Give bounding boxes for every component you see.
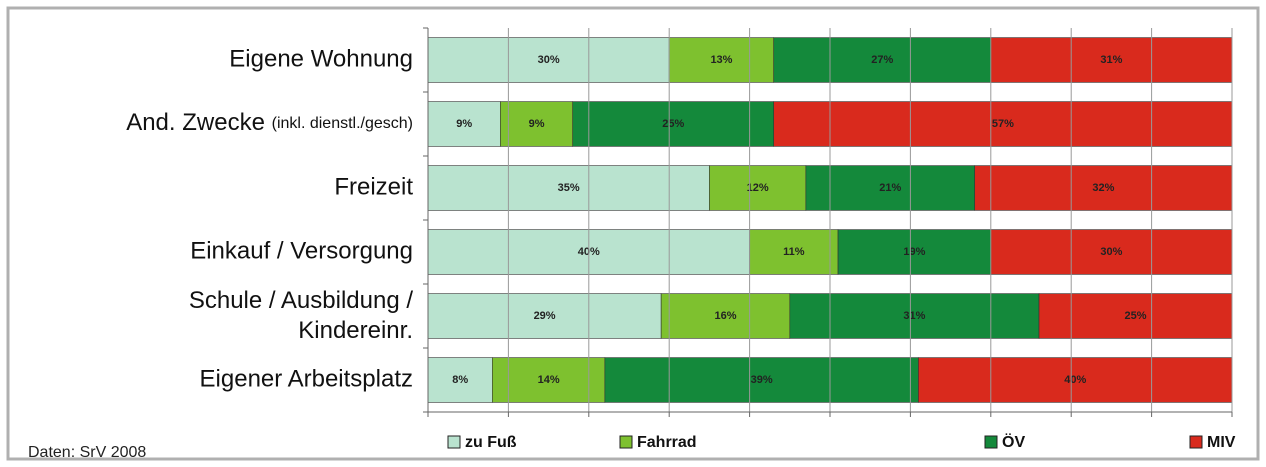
- data-label: 14%: [538, 374, 560, 386]
- y-tick-label: Eigene Wohnung: [229, 45, 413, 72]
- bar-segment: [918, 357, 1232, 403]
- data-label: 29%: [534, 310, 556, 322]
- data-label: 12%: [747, 182, 769, 194]
- y-tick-label: Eigener Arbeitsplatz: [200, 365, 413, 392]
- data-label: 11%: [783, 246, 805, 258]
- legend-swatch: [984, 435, 998, 449]
- data-label: 16%: [714, 310, 736, 322]
- data-label: 27%: [871, 54, 893, 66]
- bar-segment: [749, 229, 839, 275]
- legend-label: ÖV: [1002, 432, 1025, 451]
- bar-segment: [990, 37, 1232, 83]
- y-tick-label: Einkauf / Versorgung: [190, 237, 413, 264]
- bar-segment: [660, 293, 791, 339]
- data-label: 21%: [879, 182, 901, 194]
- y-tick-label: Schule / Ausbildung / Kindereinr.: [189, 287, 413, 344]
- data-label: 40%: [1064, 374, 1086, 386]
- bar-segment: [428, 357, 493, 403]
- bar-segment: [974, 165, 1232, 211]
- bar-segment: [500, 101, 574, 147]
- legend-swatch: [619, 435, 633, 449]
- bar-segment: [773, 37, 992, 83]
- data-label: 39%: [751, 374, 773, 386]
- bar-segment: [428, 101, 501, 147]
- data-label: 13%: [710, 54, 732, 66]
- data-label: 9%: [456, 118, 472, 130]
- data-label: 57%: [992, 118, 1014, 130]
- bar-segment: [604, 357, 919, 403]
- bar-segment: [428, 293, 662, 339]
- data-label: 31%: [903, 310, 925, 322]
- bar-segment: [668, 37, 775, 83]
- legend-swatch: [1189, 435, 1203, 449]
- legend-label: zu Fuß: [465, 434, 517, 451]
- data-label: 8%: [452, 374, 468, 386]
- data-label: 35%: [558, 182, 580, 194]
- bar-segment: [805, 165, 976, 211]
- legend-label: MIV: [1207, 434, 1236, 451]
- bar-segment: [789, 293, 1040, 339]
- data-label: 9%: [529, 118, 545, 130]
- bar-segment: [572, 101, 775, 147]
- data-label: 31%: [1100, 54, 1122, 66]
- legend-label: Fahrrad: [637, 434, 697, 451]
- bar-segment: [428, 37, 670, 83]
- bar-segment: [428, 165, 710, 211]
- y-tick-label: And. Zwecke (inkl. dienstl./gesch): [126, 109, 413, 136]
- source-note: Daten: SrV 2008: [28, 444, 146, 461]
- data-label: 25%: [1125, 310, 1147, 322]
- bar-segment: [709, 165, 807, 211]
- data-label: 25%: [662, 118, 684, 130]
- y-tick-label: Freizeit: [334, 173, 413, 200]
- data-label: 19%: [903, 246, 925, 258]
- data-label: 30%: [1100, 246, 1122, 258]
- data-label: 32%: [1092, 182, 1114, 194]
- data-label: 30%: [538, 54, 560, 66]
- bar-segment: [773, 101, 1232, 147]
- legend-swatch: [447, 435, 461, 449]
- bar-segment: [492, 357, 606, 403]
